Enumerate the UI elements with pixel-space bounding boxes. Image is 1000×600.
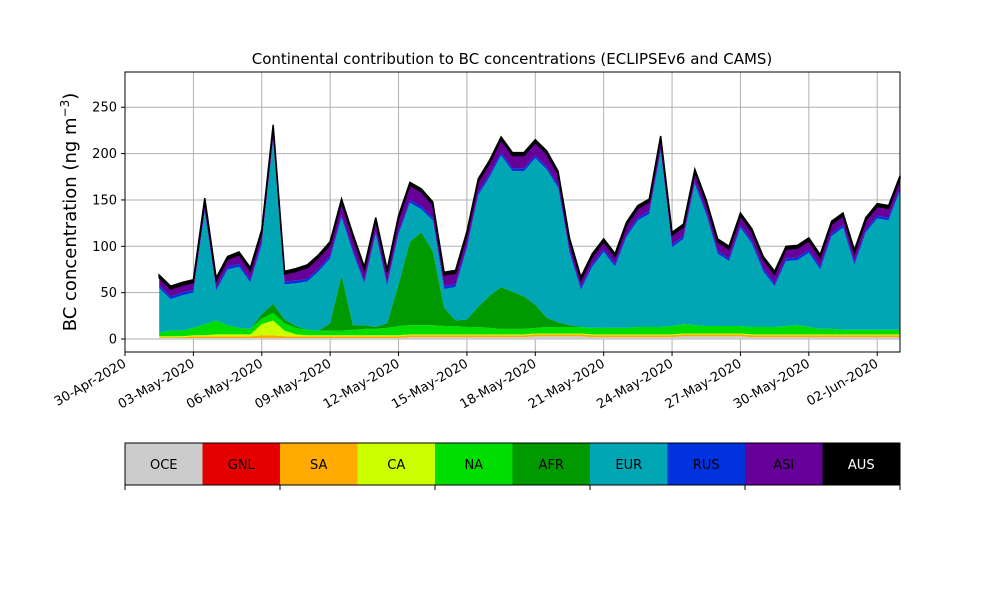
y-axis-label: BC concentration (ng m−3) bbox=[58, 93, 81, 332]
y-axis-label-main: BC concentration (ng m bbox=[60, 117, 81, 331]
y-axis-label-sup: −3 bbox=[58, 100, 72, 118]
x-tick-label: 18-May-2020 bbox=[458, 356, 540, 412]
legend: OCE GNL SA CA NA AFR EUR RUS ASI AUS bbox=[124, 442, 901, 490]
area-afr bbox=[159, 232, 901, 333]
y-tick-label: 100 bbox=[92, 240, 117, 255]
x-tick-label: 06-May-2020 bbox=[184, 356, 266, 412]
legend-swatch-oce bbox=[125, 443, 203, 485]
x-tick-label: 02-Jun-2020 bbox=[804, 356, 881, 409]
legend-swatch-gnl bbox=[202, 443, 280, 485]
x-tick-label: 21-May-2020 bbox=[526, 356, 608, 412]
legend-swatch-sa bbox=[280, 443, 358, 485]
x-tick-label: 24-May-2020 bbox=[594, 356, 676, 412]
legend-label-eur: EUR bbox=[615, 458, 642, 473]
y-axis: 0 50 100 150 200 250 bbox=[92, 101, 125, 348]
area-series bbox=[158, 124, 901, 340]
x-tick-label: 03-May-2020 bbox=[116, 356, 198, 412]
legend-swatch-rus bbox=[667, 443, 745, 485]
area-asi bbox=[159, 127, 901, 297]
legend-swatch-afr bbox=[512, 443, 590, 485]
legend-swatch-ca bbox=[357, 443, 435, 485]
x-tick-label: 30-May-2020 bbox=[731, 356, 813, 412]
legend-label-asi: ASI bbox=[773, 458, 794, 473]
legend-swatch-na bbox=[435, 443, 513, 485]
y-tick-label: 250 bbox=[92, 101, 117, 116]
area-sa bbox=[159, 334, 901, 339]
legend-label-na: NA bbox=[464, 458, 483, 473]
area-ca bbox=[159, 320, 901, 338]
x-tick-label: 12-May-2020 bbox=[321, 356, 403, 412]
area-na bbox=[159, 313, 901, 337]
area-oce bbox=[159, 336, 901, 340]
legend-frame bbox=[124, 442, 901, 486]
chart-title: Continental contribution to BC concentra… bbox=[252, 50, 773, 68]
y-tick-label: 50 bbox=[100, 286, 117, 301]
legend-label-oce: OCE bbox=[150, 458, 178, 473]
x-tick-label: 15-May-2020 bbox=[389, 356, 471, 412]
legend-swatch-aus bbox=[822, 443, 900, 485]
legend-label-sa: SA bbox=[310, 458, 327, 473]
legend-swatch-asi bbox=[745, 443, 823, 485]
legend-label-gnl: GNL bbox=[228, 458, 256, 473]
y-tick-label: 0 bbox=[109, 333, 117, 348]
legend-label-aus: AUS bbox=[848, 458, 875, 473]
y-tick-label: 150 bbox=[92, 193, 117, 208]
x-tick-label: 09-May-2020 bbox=[252, 356, 334, 412]
legend-label-afr: AFR bbox=[539, 458, 564, 473]
legend-swatch-eur bbox=[590, 443, 668, 485]
y-tick-label: 200 bbox=[92, 147, 117, 162]
plot-frame bbox=[124, 71, 901, 353]
x-tick-label: 27-May-2020 bbox=[663, 356, 745, 412]
y-axis-label-close: ) bbox=[60, 93, 81, 100]
area-eur bbox=[159, 141, 901, 333]
legend-label-ca: CA bbox=[387, 458, 405, 473]
legend-label-rus: RUS bbox=[693, 458, 720, 473]
x-axis: 30-Apr-202003-May-202006-May-202009-May-… bbox=[52, 352, 881, 412]
